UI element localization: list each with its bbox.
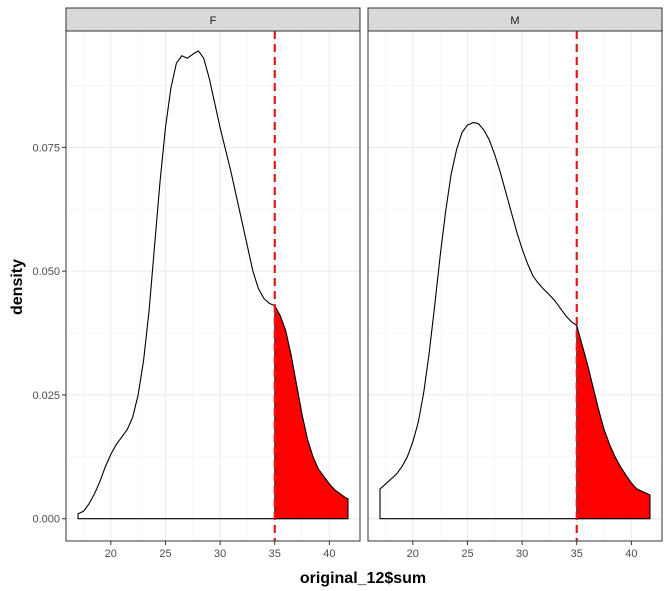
x-tick-label: 35	[571, 548, 583, 560]
facet-panel-f: F 20 25 30 35 40 0.000 0.025 0.050 0.075	[32, 7, 361, 560]
y-tick-label: 0.000	[32, 514, 60, 526]
x-tick-label: 40	[625, 548, 637, 560]
facet-panel-m: M 20 25 30 35 40	[367, 7, 663, 560]
density-curve	[379, 122, 651, 520]
x-tick-label: 35	[269, 548, 281, 560]
y-tick-label: 0.075	[32, 142, 60, 154]
panel-border	[367, 30, 663, 542]
y-axis-title: density	[9, 259, 26, 315]
y-tick-label: 0.050	[32, 266, 60, 278]
x-tick-label: 25	[461, 548, 473, 560]
facets-layer: F 20 25 30 35 40 0.000 0.025 0.050 0.075 M 20 25 30 35…	[32, 7, 663, 560]
panel-border	[65, 30, 361, 542]
density-curve	[77, 50, 349, 520]
x-tick-label: 30	[214, 548, 226, 560]
facet-strip-label: M	[510, 15, 519, 27]
x-tick-label: 20	[105, 548, 117, 560]
y-tick-label: 0.025	[32, 390, 60, 402]
x-axis-title: original_12$sum	[300, 570, 426, 587]
x-tick-label: 30	[516, 548, 528, 560]
facet-strip-label: F	[210, 15, 217, 27]
x-tick-label: 20	[407, 548, 419, 560]
x-tick-label: 25	[159, 548, 171, 560]
x-tick-label: 40	[323, 548, 335, 560]
